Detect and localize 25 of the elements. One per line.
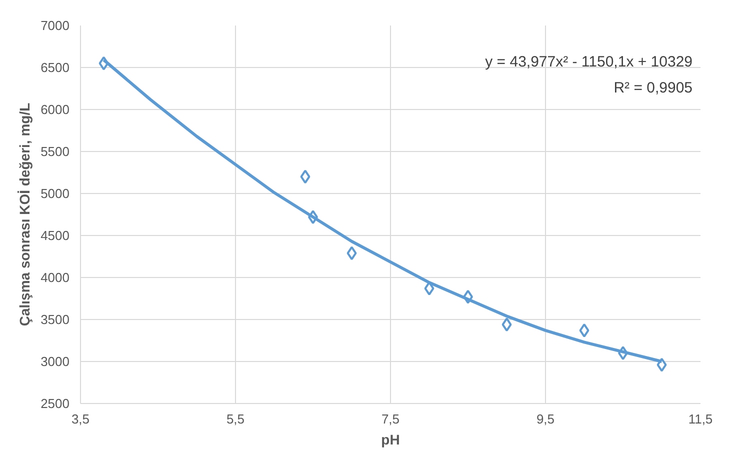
x-tick-label: 5,5 (226, 412, 245, 426)
x-axis-title: pH (381, 432, 400, 448)
y-tick-label: 6000 (40, 102, 70, 117)
x-tick-label: 9,5 (536, 412, 555, 426)
y-tick-label: 7000 (40, 18, 70, 33)
annotation: y = 43,977x² - 1150,1x + 10329 (485, 54, 693, 70)
point (579, 323, 590, 338)
y-axis-title: Çalışma sonrası KOİ değeri, mg/L (16, 102, 33, 326)
y-tick-label: 5000 (40, 186, 70, 201)
y-tick-label: 3000 (40, 354, 70, 369)
point (502, 318, 512, 332)
y-tick-label: 4500 (40, 228, 70, 243)
y-tick-label: 4000 (40, 270, 70, 285)
y-tick-label: 6500 (40, 60, 70, 75)
x-tick-label: 7,5 (381, 412, 400, 426)
y-tick-label: 5500 (40, 144, 70, 159)
y-tick-label: 3500 (40, 312, 70, 327)
point (656, 358, 667, 372)
point (346, 246, 357, 260)
point (300, 170, 310, 184)
x-tick-label: 3,5 (71, 412, 90, 426)
y-tick-label: 2500 (40, 396, 70, 411)
point (424, 281, 434, 296)
annotation: R² = 0,9905 (614, 80, 693, 96)
x-tick-label: 11,5 (688, 412, 713, 426)
